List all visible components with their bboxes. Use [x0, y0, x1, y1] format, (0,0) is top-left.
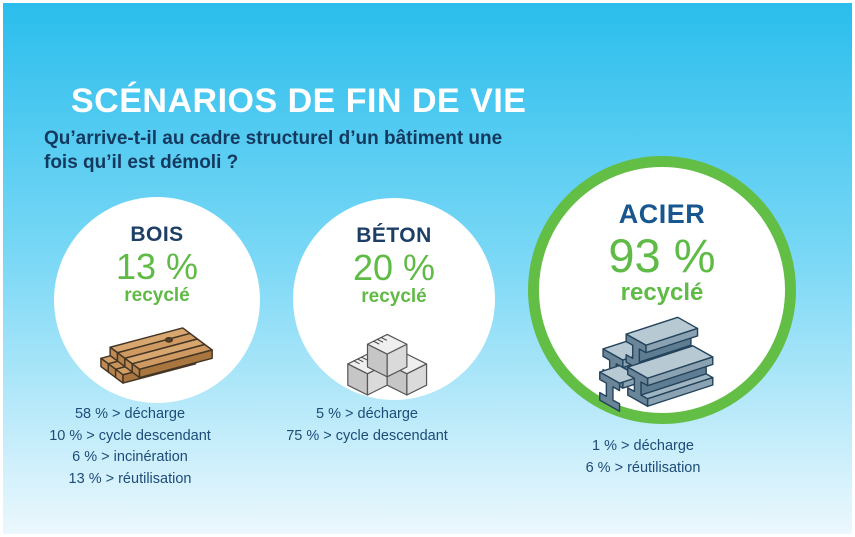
subtitle-line-2: fois qu’il est démoli ?	[44, 152, 239, 173]
recycled-percent: 13 %	[115, 246, 199, 287]
outcome-line: 58 % > décharge	[74, 406, 186, 422]
wood-planks-icon	[100, 326, 213, 384]
outcome-line: 10 % > cycle descendant	[49, 427, 211, 444]
subtitle: Qu’arrive-t-il au cadre structurel d’un …	[44, 127, 502, 175]
outcome-line: 6 % > incinération	[72, 449, 188, 465]
recycled-label: recyclé	[124, 284, 190, 306]
steel-beams-icon	[599, 316, 714, 412]
outcome-line: 75 % > cycle descendant	[286, 427, 448, 444]
outcome-list-acier: 1 % > décharge 6 % > réutilisation	[543, 436, 743, 479]
outcome-line: 5 % > décharge	[316, 406, 418, 422]
outcome-line: 1 % > décharge	[592, 438, 694, 454]
material-name: BÉTON	[356, 224, 432, 247]
outcome-list-bois: 58 % > décharge 10 % > cycle descendant …	[30, 404, 230, 490]
outcome-line: 13 % > réutilisation	[68, 470, 192, 487]
recycled-percent: 93 %	[608, 229, 716, 282]
material-name: ACIER	[618, 199, 706, 229]
material-circle-acier: ACIER 93 % recyclé	[528, 156, 796, 424]
recycled-label: recyclé	[361, 285, 427, 307]
page-title: SCÉNARIOS DE FIN DE VIE	[71, 82, 527, 120]
recycled-percent: 20 %	[352, 247, 436, 288]
recycled-label: recyclé	[620, 279, 704, 307]
material-circle-beton: BÉTON 20 % recyclé	[293, 198, 495, 400]
subtitle-line-1: Qu’arrive-t-il au cadre structurel d’un …	[44, 128, 503, 149]
material-name: BOIS	[130, 223, 184, 246]
outcome-line: 6 % > réutilisation	[585, 459, 701, 476]
material-circle-bois: BOIS 13 % recyclé	[54, 197, 260, 403]
concrete-blocks-icon	[347, 333, 428, 396]
outcome-list-beton: 5 % > décharge 75 % > cycle descendant	[267, 404, 467, 447]
